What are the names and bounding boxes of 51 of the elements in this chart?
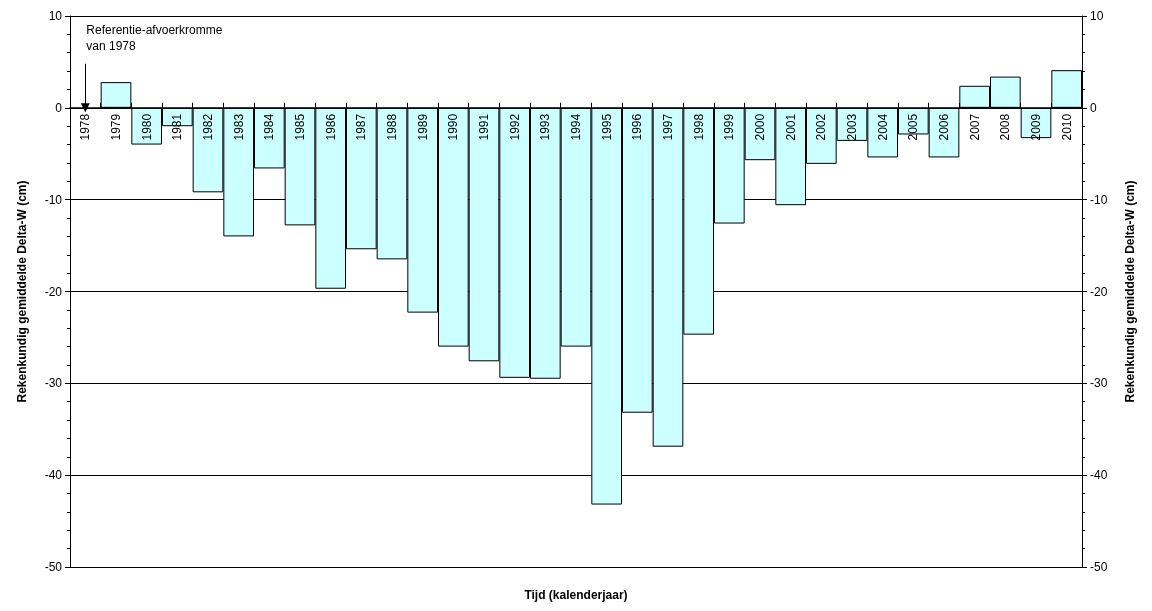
y-tick-label: -20 (44, 284, 63, 299)
y2-tick-label: -30 (1090, 376, 1108, 391)
x-tick-label: 1996 (630, 113, 645, 141)
x-tick-label: 1991 (477, 113, 491, 141)
x-tick-label: 2003 (845, 113, 859, 141)
x-tick-label: 2000 (753, 113, 767, 141)
x-tick-label: 2002 (814, 113, 829, 141)
x-tick-label: 1986 (323, 113, 338, 141)
y2-tick-label: 0 (1090, 100, 1097, 115)
x-tick-label: 2010 (1059, 113, 1074, 141)
x-tick-label: 2009 (1029, 113, 1043, 141)
x-axis-title: Tijd (kalenderjaar) (524, 588, 628, 602)
x-tick-label: 1989 (415, 113, 430, 141)
x-tick-label: 1982 (201, 113, 215, 141)
x-tick-label: 1984 (262, 113, 277, 141)
y-tick-label: 10 (48, 9, 63, 23)
x-tick-label: 1988 (385, 113, 399, 141)
x-tick-label: 1998 (691, 113, 706, 141)
x-tick-label: 1999 (722, 113, 737, 141)
y2-tick-label: -10 (1090, 192, 1108, 207)
x-tick-label: 1983 (231, 113, 246, 141)
x-tick-label: 1978 (78, 113, 93, 141)
x-tick-label: 2006 (937, 113, 951, 141)
x-tick-label: 2004 (875, 113, 890, 141)
y2-tick-label: 10 (1090, 9, 1104, 23)
y-tick-label: -10 (44, 192, 63, 207)
x-tick-label: 1992 (507, 113, 522, 141)
y-tick-label: -30 (44, 376, 63, 391)
x-tick-label: 1997 (661, 113, 675, 141)
y-axis-title: Rekenkundig gemiddelde Delta-W (cm) (15, 180, 29, 403)
x-tick-label: 2005 (906, 113, 921, 141)
x-tick-label: 1994 (569, 113, 583, 141)
x-tick-label: 1981 (170, 113, 185, 141)
y2-axis-title: Rekenkundig gemiddelde Delta-W (cm) (1123, 180, 1137, 403)
x-tick-label: 1990 (446, 113, 461, 141)
y2-tick-label: -20 (1090, 284, 1108, 299)
x-tick-label: 1979 (109, 113, 123, 141)
y2-tick-label: -50 (1090, 560, 1108, 574)
x-tick-label: 2001 (783, 113, 798, 141)
x-tick-label: 1980 (139, 113, 154, 141)
annotation: Referentie-afvoerkromme van 1978 (86, 22, 223, 53)
y-tick-label: -40 (44, 468, 63, 483)
y2-tick-label: -40 (1090, 468, 1108, 483)
x-tick-label: 1993 (538, 113, 553, 141)
y-tick-label: 0 (55, 100, 63, 115)
x-tick-label: 1995 (599, 113, 614, 141)
x-tick-label: 1985 (293, 113, 307, 141)
y-tick-label: -50 (44, 560, 63, 574)
x-tick-label: 1987 (354, 113, 369, 141)
x-tick-label: 2008 (998, 113, 1013, 141)
x-tick-label: 2007 (967, 113, 982, 141)
